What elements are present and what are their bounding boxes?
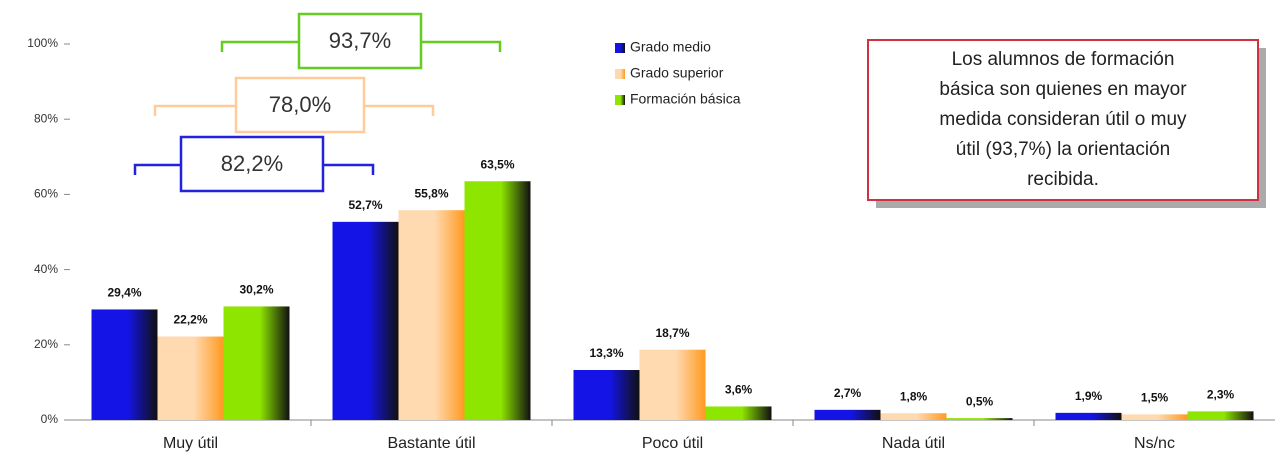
legend-label: Formación básica [630, 91, 741, 107]
x-tick-label: Nada útil [882, 435, 945, 452]
bar [705, 406, 772, 420]
y-tick-label: 80% [34, 111, 58, 125]
bar [464, 181, 531, 420]
bar [398, 210, 465, 420]
value-label: 30,2% [239, 283, 273, 297]
legend-label: Grado medio [630, 39, 711, 55]
bar [814, 409, 881, 420]
y-tick-label: 60% [34, 187, 58, 201]
value-label: 1,9% [1075, 389, 1103, 403]
value-label: 13,3% [589, 346, 623, 360]
value-label: 2,3% [1207, 388, 1235, 402]
bar [639, 349, 706, 420]
value-label: 0,5% [966, 394, 994, 408]
y-tick-label: 100% [27, 36, 58, 50]
value-label: 29,4% [107, 286, 141, 300]
x-tick-label: Poco útil [642, 435, 703, 452]
bracket-label: 78,0% [269, 92, 331, 117]
legend-swatch [615, 69, 625, 79]
y-tick-label: 40% [34, 262, 58, 276]
bar [223, 306, 290, 420]
bracket-box [179, 135, 325, 193]
note-line: medida consideran útil o muy [939, 109, 1187, 130]
legend-swatch [615, 95, 625, 105]
bar [946, 418, 1013, 420]
bar [332, 221, 399, 420]
note-box [867, 39, 1259, 201]
value-label: 55,8% [414, 186, 448, 200]
value-label: 2,7% [834, 386, 862, 400]
note-line: recibida. [1027, 169, 1099, 190]
value-label: 52,7% [348, 198, 382, 212]
bracket-label: 93,7% [329, 28, 391, 53]
value-label: 22,2% [173, 313, 207, 327]
bar [1121, 414, 1188, 420]
bar [573, 369, 640, 420]
note-line: básica son quienes en mayor [939, 79, 1187, 100]
value-label: 1,8% [900, 389, 928, 403]
y-tick-label: 20% [34, 337, 58, 351]
bar [880, 413, 947, 420]
bar [91, 309, 158, 420]
note-line: Los alumnos de formación [952, 49, 1175, 70]
note-line: útil (93,7%) la orientación [956, 139, 1170, 160]
x-tick-label: Muy útil [163, 435, 218, 452]
y-tick-label: 0% [41, 412, 59, 426]
value-label: 1,5% [1141, 391, 1169, 405]
bracket-label: 82,2% [221, 151, 283, 176]
bar [1055, 412, 1122, 420]
x-tick-label: Bastante útil [387, 435, 475, 452]
bracket-box [297, 12, 423, 70]
bar [157, 336, 224, 420]
legend-label: Grado superior [630, 65, 724, 81]
bracket-box [234, 76, 366, 134]
value-label: 3,6% [725, 383, 753, 397]
value-label: 63,5% [480, 157, 514, 171]
bar [1187, 411, 1254, 420]
legend-swatch [615, 43, 625, 53]
x-tick-label: Ns/nc [1134, 435, 1175, 452]
value-label: 18,7% [655, 326, 689, 340]
